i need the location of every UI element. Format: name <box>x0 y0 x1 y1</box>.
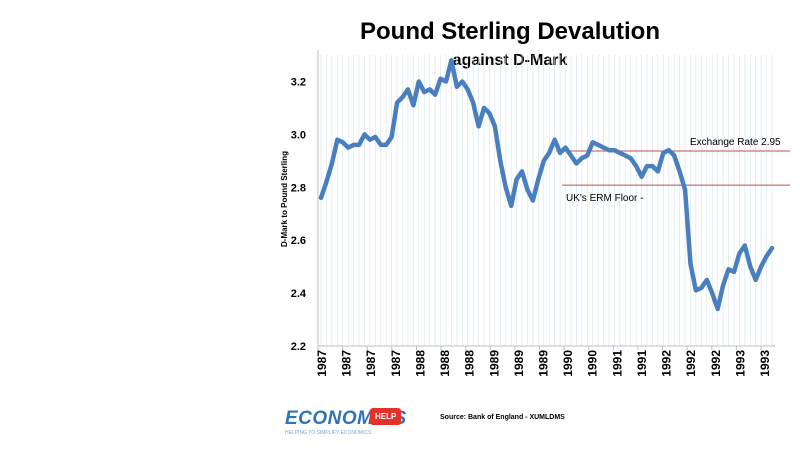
chart-subtitle: against D-Mark <box>452 52 568 69</box>
y-tick-label: 2.8 <box>291 182 306 194</box>
y-tick-label: 2.4 <box>291 288 307 300</box>
y-tick-label: 2.2 <box>291 341 306 353</box>
y-tick-label: 3.2 <box>291 76 306 88</box>
x-tick-label: 1989 <box>537 350 551 377</box>
economics-help-logo: ECONOMICS HELP HELPING TO SIMPLIFY ECONO… <box>285 408 407 436</box>
y-tick-label: 2.6 <box>291 235 306 247</box>
y-tick-label: 3.0 <box>291 129 306 141</box>
logo-tagline: HELPING TO SIMPLIFY ECONOMICS <box>285 430 372 436</box>
x-tick-label: 1987 <box>389 350 403 377</box>
x-tick-label: 1993 <box>733 350 747 377</box>
x-tick-label: 1992 <box>709 350 723 377</box>
x-tick-label: 1992 <box>684 350 698 377</box>
x-tick-labels: 1987 1987 1987 1987 1988 1988 1988 1989 1989 1989… <box>315 346 772 377</box>
reference-lines: Exchange Rate 2.95 UK's ERM Floor - <box>556 137 790 204</box>
y-tick-labels: 3.2 3.0 2.8 2.6 2.4 2.2 <box>291 76 307 353</box>
x-tick-label: 1992 <box>660 350 674 377</box>
data-series <box>318 58 775 312</box>
x-tick-label: 1987 <box>364 350 378 377</box>
series-line-gbp-dem <box>318 58 775 312</box>
x-tick-label: 1988 <box>413 350 427 377</box>
exchange-rate-label: Exchange Rate 2.95 <box>690 137 781 148</box>
chart-axes <box>317 50 775 347</box>
erm-floor-label: UK's ERM Floor - <box>566 193 643 204</box>
chart-title: Pound Sterling Devalution <box>359 18 660 45</box>
x-tick-label: 1993 <box>758 350 772 377</box>
x-tick-label: 1990 <box>586 350 600 377</box>
x-tick-label: 1990 <box>561 350 575 377</box>
x-tick-label: 1988 <box>438 350 452 377</box>
logo-help-badge: HELP <box>370 408 402 425</box>
x-tick-label: 1987 <box>340 350 354 377</box>
x-tick-label: 1987 <box>315 350 329 377</box>
y-axis-label: D-Mark to Pound Sterling <box>280 151 289 247</box>
vertical-gridlines <box>320 55 773 346</box>
x-tick-label: 1991 <box>635 350 649 377</box>
source-note: Source: Bank of England - XUMLDMS <box>440 414 565 421</box>
x-tick-label: 1989 <box>487 350 501 377</box>
x-tick-label: 1988 <box>463 350 477 377</box>
x-tick-label: 1991 <box>610 350 624 377</box>
x-tick-label: 1989 <box>512 350 526 377</box>
